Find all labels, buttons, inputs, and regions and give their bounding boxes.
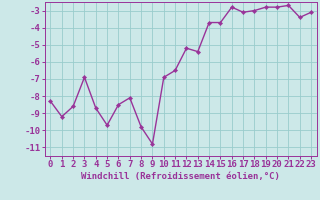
X-axis label: Windchill (Refroidissement éolien,°C): Windchill (Refroidissement éolien,°C)	[81, 172, 280, 181]
